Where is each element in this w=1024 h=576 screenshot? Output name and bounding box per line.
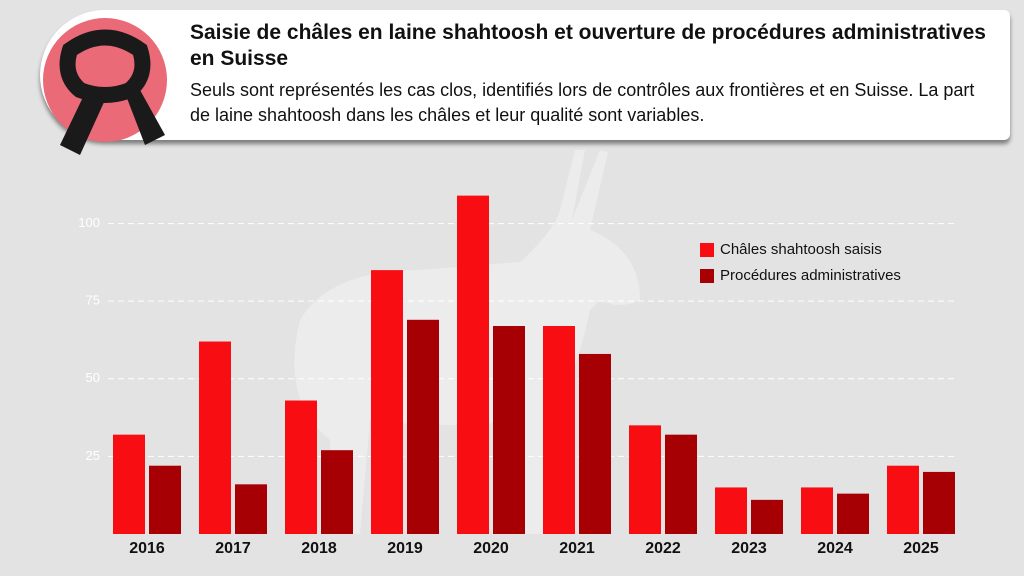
bar (665, 434, 697, 534)
chart-subtitle: Seuls sont représentés les cas clos, ide… (190, 80, 975, 125)
header-box (40, 10, 1010, 155)
bar (493, 326, 525, 534)
bar (457, 195, 489, 534)
x-tick-label: 2020 (473, 540, 509, 557)
legend-swatch (700, 269, 714, 283)
x-tick-label: 2017 (215, 540, 251, 557)
chart-title: Saisie de châles en laine shahtoosh et o… (190, 21, 986, 70)
x-tick-label: 2025 (903, 540, 939, 557)
y-tick-label: 25 (86, 448, 100, 463)
legend-label: Procédures administratives (720, 267, 901, 284)
bar (923, 471, 955, 534)
x-tick-label: 2016 (129, 540, 165, 557)
x-tick-label: 2022 (645, 540, 681, 557)
y-tick-label: 100 (78, 215, 100, 230)
scarf-icon (43, 18, 167, 155)
bar (801, 487, 833, 534)
y-tick-label: 50 (86, 370, 100, 385)
bar (579, 353, 611, 534)
x-tick-label: 2018 (301, 540, 337, 557)
legend-swatch (700, 243, 714, 257)
bar (285, 400, 317, 534)
x-tick-label: 2021 (559, 540, 595, 557)
bar (407, 319, 439, 534)
bar (715, 487, 747, 534)
y-tick-label: 75 (86, 293, 100, 308)
bar (629, 425, 661, 534)
bar (887, 465, 919, 534)
bar (543, 326, 575, 534)
bar (371, 270, 403, 534)
legend-label: Châles shahtoosh saisis (720, 241, 882, 258)
x-tick-label: 2023 (731, 540, 767, 557)
bar (235, 484, 267, 534)
bar (751, 499, 783, 534)
x-tick-label: 2024 (817, 540, 853, 557)
x-tick-label: 2019 (387, 540, 423, 557)
bar (113, 434, 145, 534)
bar (149, 465, 181, 534)
bar (837, 493, 869, 534)
bar (321, 450, 353, 534)
bar (199, 341, 231, 534)
